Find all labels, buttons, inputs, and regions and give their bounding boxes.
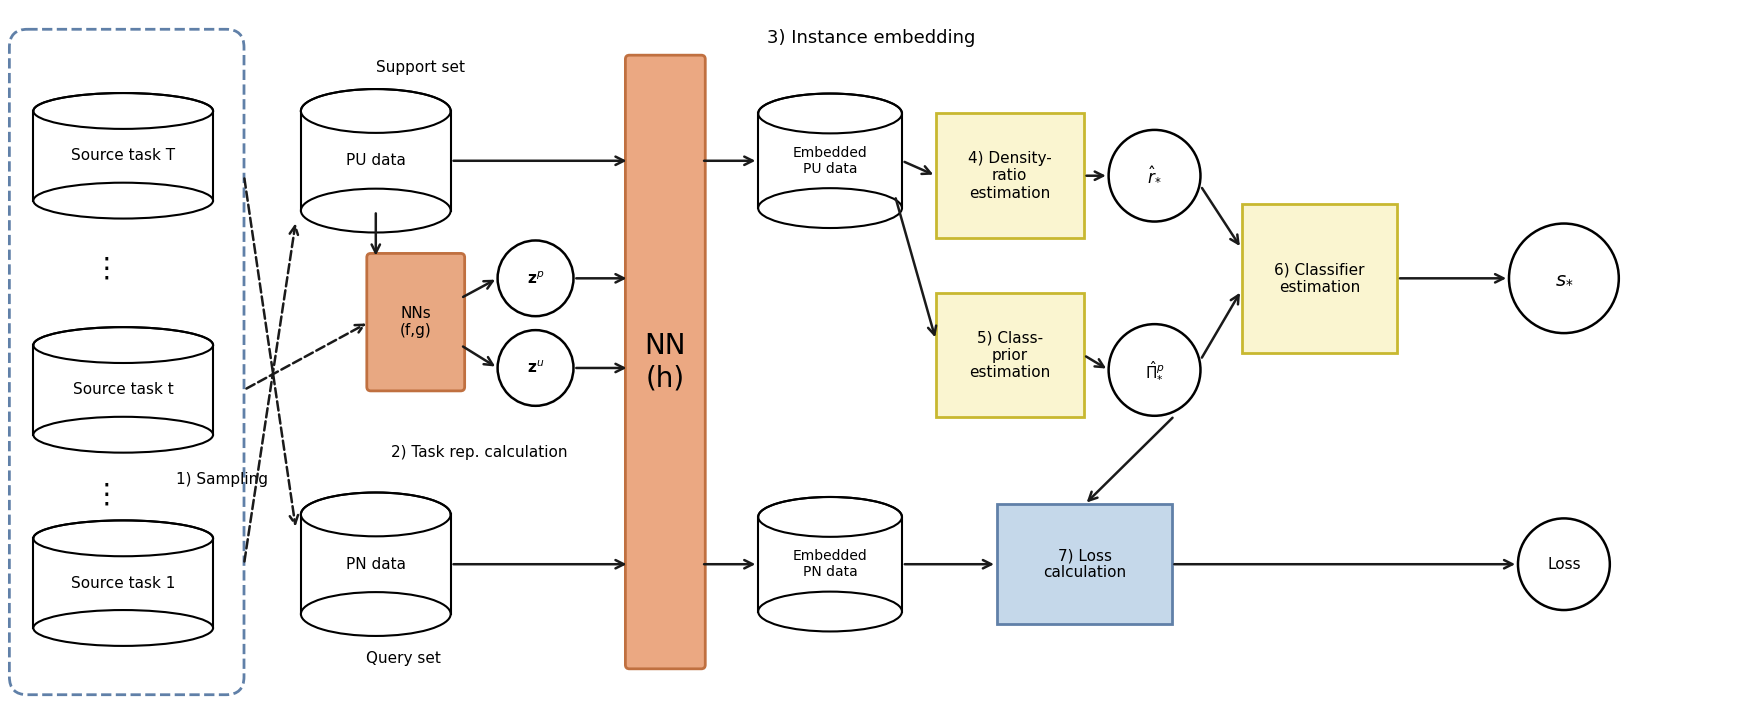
Text: Source task 1: Source task 1: [71, 576, 176, 591]
Circle shape: [497, 240, 573, 316]
Circle shape: [1109, 324, 1201, 416]
Ellipse shape: [302, 592, 451, 636]
Bar: [302, 111, 451, 211]
Ellipse shape: [302, 189, 451, 232]
Ellipse shape: [302, 89, 451, 133]
Text: $\hat{r}_{*}$: $\hat{r}_{*}$: [1147, 167, 1163, 185]
Circle shape: [497, 330, 573, 406]
Ellipse shape: [33, 417, 213, 452]
Text: Source task T: Source task T: [71, 148, 176, 164]
Ellipse shape: [302, 492, 451, 536]
Text: 7) Loss
calculation: 7) Loss calculation: [1042, 548, 1126, 581]
Bar: [33, 345, 213, 434]
Text: PU data: PU data: [345, 153, 406, 168]
Text: 6) Classifier
estimation: 6) Classifier estimation: [1274, 262, 1365, 295]
FancyBboxPatch shape: [936, 114, 1084, 238]
FancyBboxPatch shape: [366, 253, 465, 391]
Ellipse shape: [758, 592, 901, 631]
Text: Source task t: Source task t: [73, 382, 174, 397]
Circle shape: [1109, 130, 1201, 222]
Text: ⋮: ⋮: [92, 481, 120, 508]
Circle shape: [1509, 224, 1619, 333]
Ellipse shape: [758, 93, 901, 133]
Text: 2) Task rep. calculation: 2) Task rep. calculation: [390, 445, 566, 460]
Ellipse shape: [33, 610, 213, 646]
Text: Embedded
PU data: Embedded PU data: [793, 146, 868, 176]
FancyBboxPatch shape: [997, 505, 1171, 624]
Bar: [33, 111, 213, 201]
FancyBboxPatch shape: [1243, 203, 1396, 353]
Text: Query set: Query set: [366, 652, 441, 666]
Text: 1) Sampling: 1) Sampling: [176, 472, 268, 487]
Text: Support set: Support set: [376, 59, 465, 75]
Ellipse shape: [758, 188, 901, 228]
FancyBboxPatch shape: [626, 55, 706, 669]
Text: $\hat{\Pi}^{p}_{*}$: $\hat{\Pi}^{p}_{*}$: [1145, 360, 1164, 380]
Text: PN data: PN data: [345, 557, 406, 572]
Text: $\mathbf{z}^p$: $\mathbf{z}^p$: [526, 270, 544, 287]
Bar: [758, 517, 901, 612]
Text: 5) Class-
prior
estimation: 5) Class- prior estimation: [969, 330, 1051, 380]
Text: Embedded
PN data: Embedded PN data: [793, 549, 868, 579]
Text: NN
(h): NN (h): [645, 332, 687, 392]
Ellipse shape: [33, 521, 213, 556]
Text: 3) Instance embedding: 3) Instance embedding: [767, 29, 974, 47]
Bar: [302, 515, 451, 614]
Text: Loss: Loss: [1548, 557, 1581, 572]
FancyBboxPatch shape: [936, 292, 1084, 417]
Text: $s_{*}$: $s_{*}$: [1555, 269, 1574, 288]
Ellipse shape: [33, 93, 213, 129]
Text: NNs
(f,g): NNs (f,g): [399, 306, 432, 338]
Ellipse shape: [33, 182, 213, 219]
Bar: [758, 114, 901, 208]
Text: $\mathbf{z}^u$: $\mathbf{z}^u$: [526, 360, 544, 376]
Text: 4) Density-
ratio
estimation: 4) Density- ratio estimation: [967, 151, 1051, 201]
Ellipse shape: [33, 327, 213, 363]
Ellipse shape: [758, 497, 901, 536]
Circle shape: [1518, 518, 1611, 610]
Bar: [33, 539, 213, 628]
Text: ⋮: ⋮: [92, 254, 120, 282]
